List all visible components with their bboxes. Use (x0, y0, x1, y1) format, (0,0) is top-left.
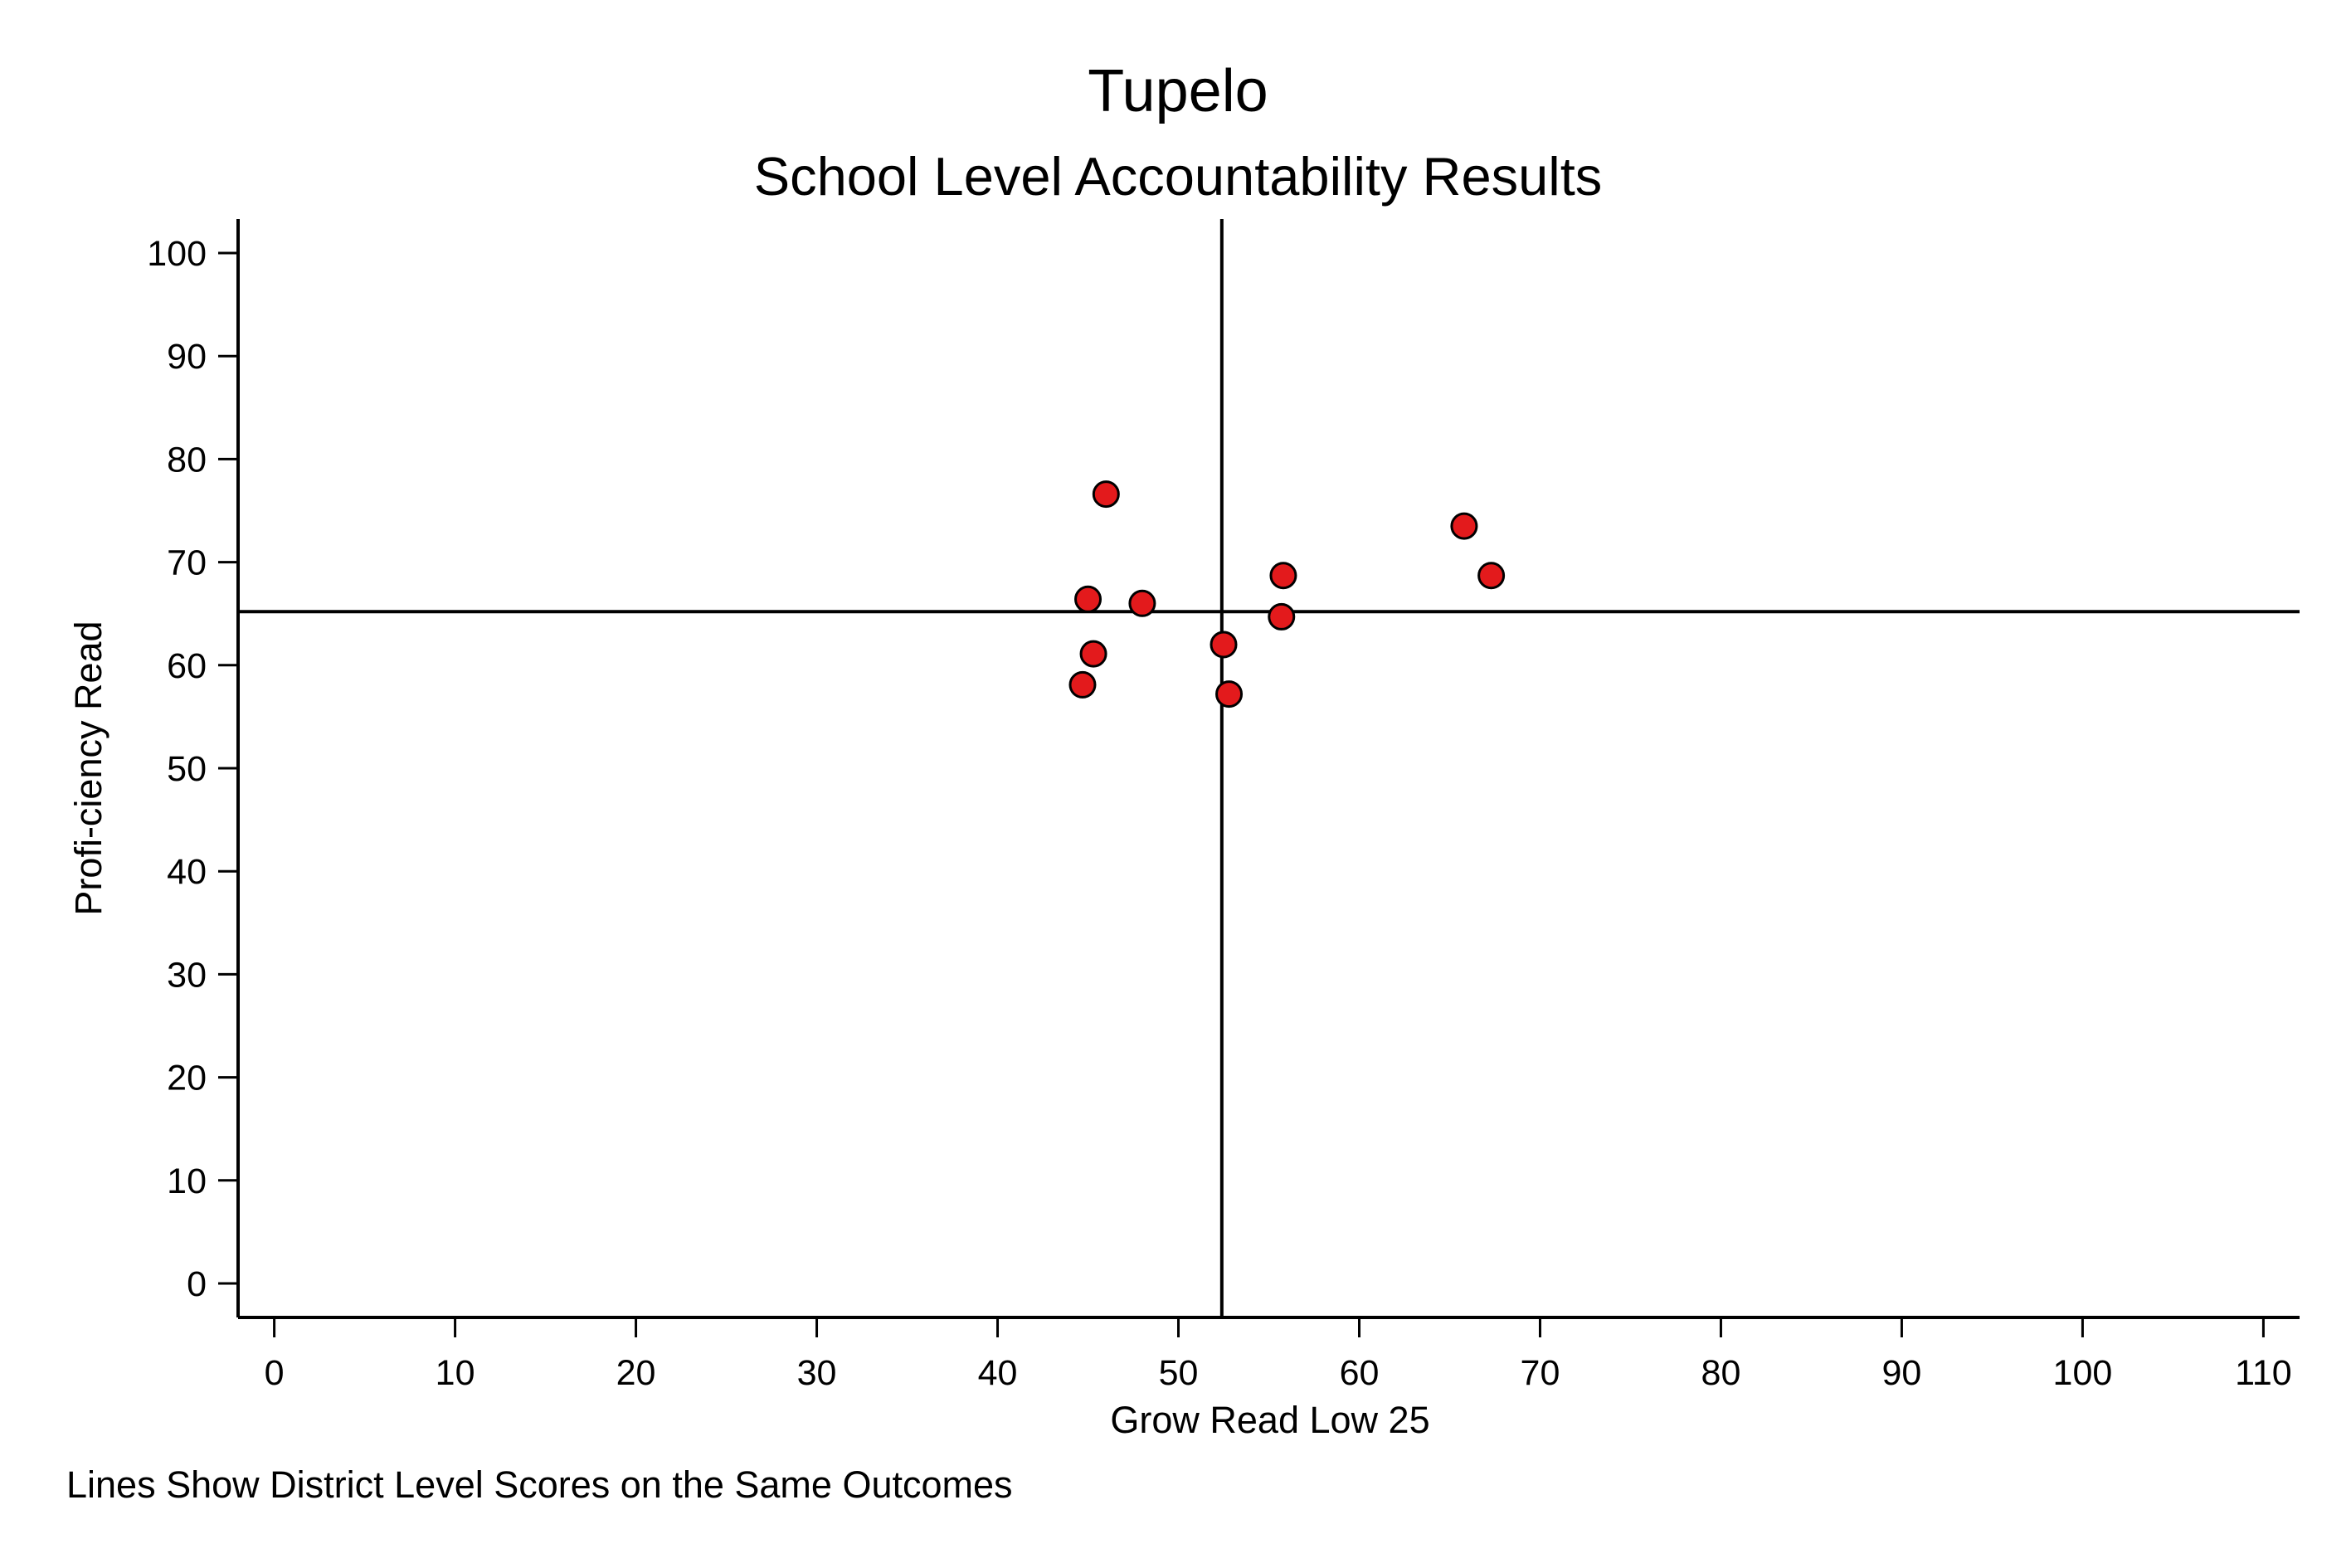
y-tick-label: 0 (187, 1264, 207, 1304)
y-tick-label: 30 (167, 955, 207, 995)
chart-note: Lines Show District Level Scores on the … (66, 1463, 1013, 1506)
x-axis-ticks: 0 10 20 30 40 50 60 70 80 90 100 110 (265, 1317, 2292, 1393)
x-tick-label: 90 (1882, 1353, 1922, 1393)
data-point (1074, 585, 1102, 613)
y-tick-label: 100 (147, 234, 207, 274)
x-tick-label: 0 (265, 1353, 285, 1393)
data-point (1269, 562, 1297, 590)
x-tick-label: 30 (797, 1353, 837, 1393)
data-point (1210, 631, 1238, 659)
y-tick-label: 40 (167, 852, 207, 892)
x-tick-label: 10 (436, 1353, 475, 1393)
chart-subtitle: School Level Accountability Results (754, 146, 1603, 207)
y-tick-label: 60 (167, 646, 207, 686)
data-point (1092, 480, 1120, 509)
x-tick-label: 70 (1521, 1353, 1560, 1393)
data-point (1450, 512, 1478, 540)
y-axis-title: Profi-ciency Read (67, 621, 110, 915)
x-tick-label: 20 (616, 1353, 656, 1393)
chart-title: Tupelo (1088, 58, 1268, 124)
x-tick-label: 40 (978, 1353, 1018, 1393)
y-tick-label: 80 (167, 440, 207, 480)
x-tick-label: 110 (2235, 1353, 2292, 1393)
y-tick-label: 70 (167, 543, 207, 583)
data-point (1215, 680, 1244, 709)
data-point (1268, 602, 1296, 631)
y-tick-label: 10 (167, 1161, 207, 1201)
x-tick-label: 60 (1340, 1353, 1380, 1393)
x-tick-label: 80 (1701, 1353, 1741, 1393)
y-tick-label: 20 (167, 1059, 207, 1098)
y-tick-label: 50 (167, 749, 207, 789)
data-point (1128, 589, 1156, 617)
x-tick-label: 100 (2053, 1353, 2113, 1393)
x-tick-label: 50 (1159, 1353, 1199, 1393)
data-points (1068, 480, 1506, 709)
data-point (1068, 670, 1097, 699)
data-point (1079, 640, 1107, 668)
y-axis-ticks: 0 10 20 30 40 50 60 70 80 90 100 (147, 234, 238, 1304)
y-tick-label: 90 (167, 337, 207, 377)
x-axis-title: Grow Read Low 25 (1110, 1399, 1429, 1441)
data-point (1477, 562, 1506, 590)
